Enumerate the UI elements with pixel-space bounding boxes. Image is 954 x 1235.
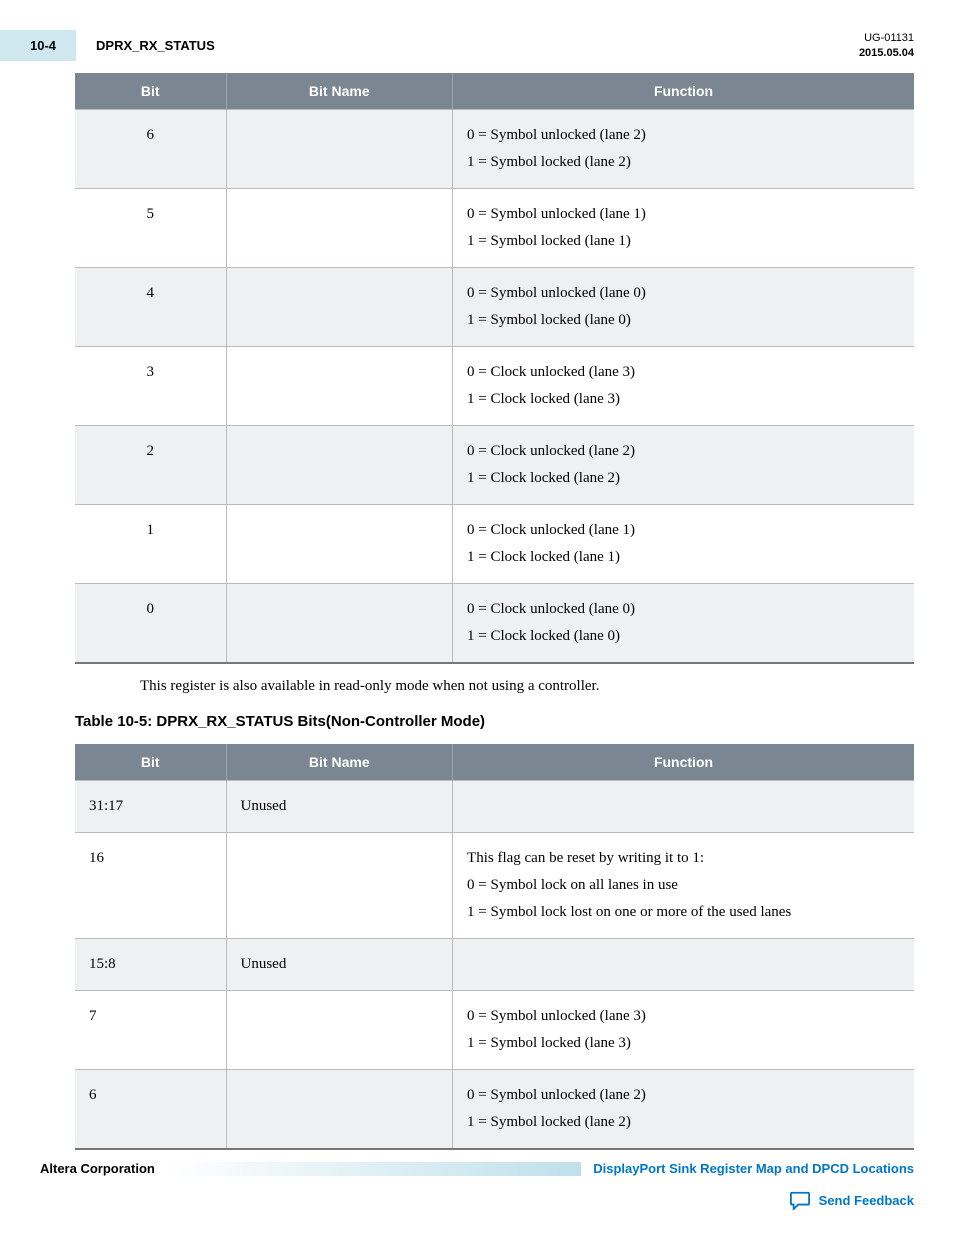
doc-meta: UG-01131 2015.05.04 (859, 31, 914, 60)
cell-bitname (226, 426, 453, 505)
cell-function (453, 781, 914, 833)
col-header-function: Function (453, 744, 914, 781)
section-title: DPRX_RX_STATUS (96, 38, 215, 53)
table-row: 16 This flag can be reset by writing it t… (75, 833, 914, 939)
cell-function: 0 = Symbol unlocked (lane 1) 1 = Symbol … (453, 189, 914, 268)
cell-function: 0 = Symbol unlocked (lane 0) 1 = Symbol … (453, 268, 914, 347)
send-feedback-link[interactable]: Send Feedback (789, 1190, 914, 1210)
footer-gradient (167, 1162, 581, 1176)
cell-bitname: Unused (226, 781, 453, 833)
cell-bitname (226, 110, 453, 189)
cell-bit: 6 (75, 1070, 226, 1150)
table-row: 3 0 = Clock unlocked (lane 3) 1 = Clock l… (75, 347, 914, 426)
table-row: 6 0 = Symbol unlocked (lane 2) 1 = Symbol… (75, 110, 914, 189)
cell-function: 0 = Symbol unlocked (lane 3) 1 = Symbol … (453, 991, 914, 1070)
col-header-bitname: Bit Name (226, 73, 453, 110)
col-header-bitname: Bit Name (226, 744, 453, 781)
cell-bit: 6 (75, 110, 226, 189)
page-number-tab: 10-4 (0, 30, 76, 61)
cell-bitname (226, 505, 453, 584)
cell-bit: 4 (75, 268, 226, 347)
page-header: 10-4 DPRX_RX_STATUS UG-01131 2015.05.04 (40, 30, 914, 61)
send-feedback-label: Send Feedback (819, 1193, 914, 1208)
table-row: 15:8Unused (75, 939, 914, 991)
doc-id: UG-01131 (859, 31, 914, 45)
cell-bit: 31:17 (75, 781, 226, 833)
doc-section-link[interactable]: DisplayPort Sink Register Map and DPCD L… (593, 1161, 914, 1176)
table-row: 2 0 = Clock unlocked (lane 2) 1 = Clock l… (75, 426, 914, 505)
cell-function: 0 = Clock unlocked (lane 0) 1 = Clock lo… (453, 584, 914, 664)
cell-bitname: Unused (226, 939, 453, 991)
table-row: 6 0 = Symbol unlocked (lane 2) 1 = Symbol… (75, 1070, 914, 1150)
body-text: This register is also available in read-… (140, 678, 914, 695)
cell-function: 0 = Clock unlocked (lane 2) 1 = Clock lo… (453, 426, 914, 505)
cell-bitname (226, 1070, 453, 1150)
table-row: 7 0 = Symbol unlocked (lane 3) 1 = Symbol… (75, 991, 914, 1070)
cell-bit: 0 (75, 584, 226, 664)
cell-bitname (226, 189, 453, 268)
speech-bubble-icon (789, 1190, 811, 1210)
cell-bit: 2 (75, 426, 226, 505)
col-header-bit: Bit (75, 73, 226, 110)
page-footer: Altera Corporation DisplayPort Sink Regi… (40, 1161, 914, 1215)
cell-function: 0 = Symbol unlocked (lane 2) 1 = Symbol … (453, 1070, 914, 1150)
cell-bit: 5 (75, 189, 226, 268)
register-table-2: Bit Bit Name Function 31:17Unused16This … (75, 744, 914, 1150)
cell-function: 0 = Clock unlocked (lane 3) 1 = Clock lo… (453, 347, 914, 426)
cell-bitname (226, 833, 453, 939)
cell-function: 0 = Clock unlocked (lane 1) 1 = Clock lo… (453, 505, 914, 584)
col-header-function: Function (453, 73, 914, 110)
cell-bitname (226, 584, 453, 664)
col-header-bit: Bit (75, 744, 226, 781)
cell-bit: 15:8 (75, 939, 226, 991)
corporation-name: Altera Corporation (40, 1161, 155, 1176)
cell-bitname (226, 347, 453, 426)
table2-caption: Table 10-5: DPRX_RX_STATUS Bits(Non-Cont… (75, 713, 914, 730)
cell-function: 0 = Symbol unlocked (lane 2) 1 = Symbol … (453, 110, 914, 189)
table-row: 31:17Unused (75, 781, 914, 833)
cell-bitname (226, 268, 453, 347)
cell-bit: 7 (75, 991, 226, 1070)
cell-bitname (226, 991, 453, 1070)
table-row: 4 0 = Symbol unlocked (lane 0) 1 = Symbol… (75, 268, 914, 347)
table-row: 5 0 = Symbol unlocked (lane 1) 1 = Symbol… (75, 189, 914, 268)
register-table-1: Bit Bit Name Function 6 0 = Symbol unlock… (75, 73, 914, 664)
cell-function (453, 939, 914, 991)
cell-bit: 1 (75, 505, 226, 584)
cell-bit: 16 (75, 833, 226, 939)
table-row: 0 0 = Clock unlocked (lane 0) 1 = Clock l… (75, 584, 914, 664)
table-row: 1 0 = Clock unlocked (lane 1) 1 = Clock l… (75, 505, 914, 584)
cell-function: This flag can be reset by writing it to … (453, 833, 914, 939)
doc-date: 2015.05.04 (859, 46, 914, 60)
cell-bit: 3 (75, 347, 226, 426)
